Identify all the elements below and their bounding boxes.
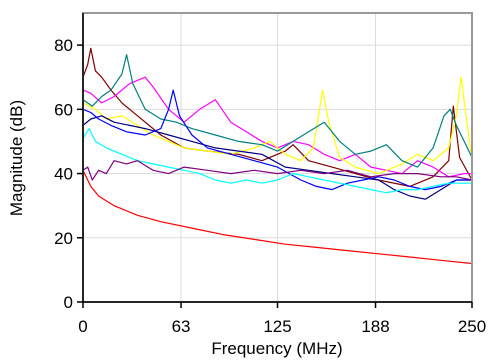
x-tick-label: 250 — [458, 317, 486, 336]
y-tick-label: 0 — [64, 293, 73, 312]
y-tick-label: 20 — [54, 229, 73, 248]
series-line — [82, 170, 473, 265]
series-line — [82, 47, 473, 187]
series-line — [82, 128, 472, 194]
series-line — [82, 76, 472, 178]
series-line — [82, 89, 472, 191]
x-axis-title: Frequency (MHz) — [211, 339, 342, 358]
y-tick-label: 80 — [54, 36, 73, 55]
series-line — [82, 76, 473, 175]
series-group — [82, 47, 473, 265]
axes: 0 20 40 60 80 0 63 125 188 250 — [54, 13, 486, 336]
x-tick-label: 125 — [263, 317, 291, 336]
y-tick-label: 60 — [54, 100, 73, 119]
y-tick-label: 40 — [54, 165, 73, 184]
series-line — [82, 54, 473, 168]
x-tick-label: 188 — [361, 317, 389, 336]
series-line — [82, 160, 473, 181]
series-line — [82, 115, 472, 200]
x-tick-label: 63 — [172, 317, 191, 336]
x-tick-label: 0 — [78, 317, 87, 336]
y-axis-title: Magnitude (dB) — [7, 100, 26, 216]
grid — [82, 13, 473, 303]
